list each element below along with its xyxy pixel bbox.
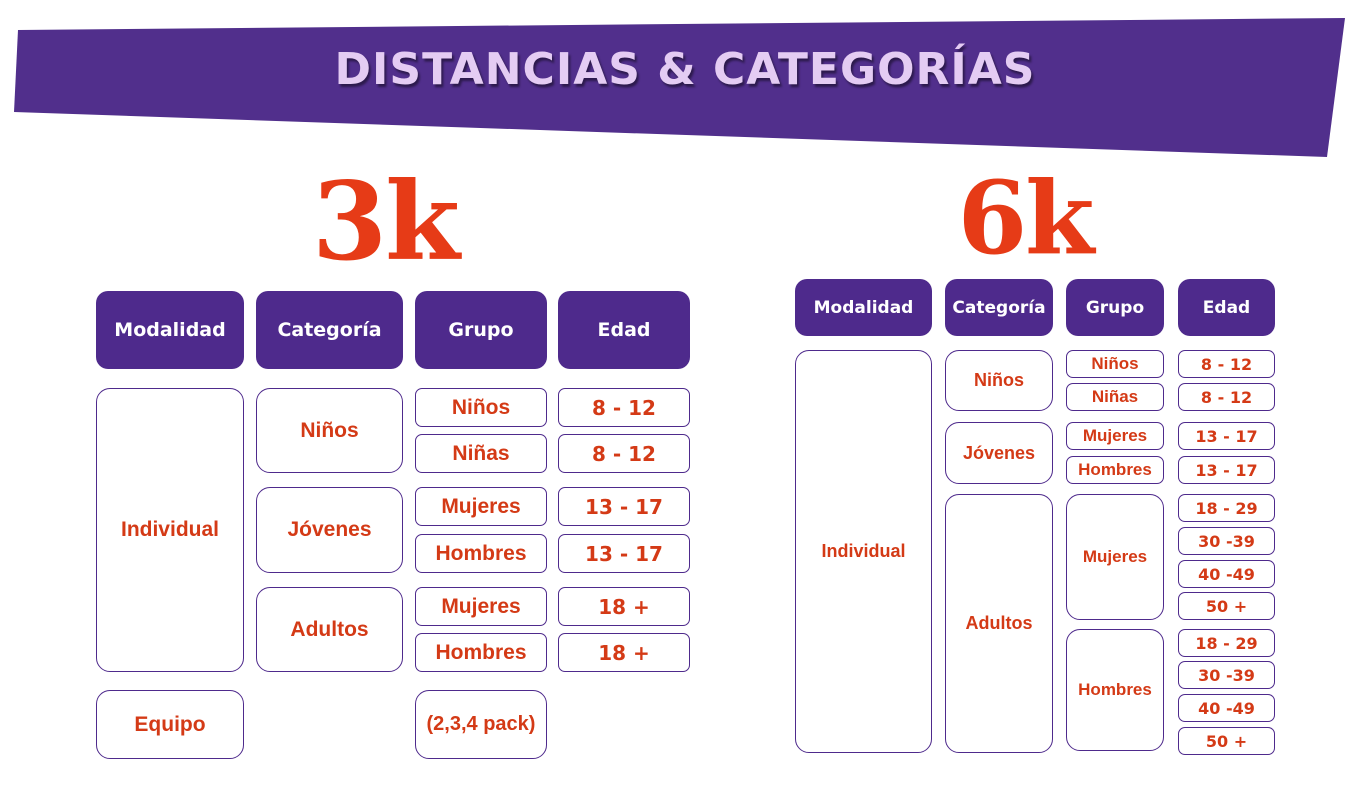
categoria-jovenes-6k: Jóvenes	[945, 422, 1053, 484]
edad-ninas-3k: 8 - 12	[558, 434, 690, 473]
grupo-hombres-jovenes-3k: Hombres	[415, 534, 547, 573]
edad-hombres-adultos-6k: 30 -39	[1178, 661, 1275, 689]
distance-title-6k: 6k	[957, 159, 1095, 277]
edad-hombres-adultos-3k: 18 +	[558, 633, 690, 672]
edad-mujeres-adultos-6k: 18 - 29	[1178, 494, 1275, 522]
edad-mujeres-jovenes-3k: 13 - 17	[558, 487, 690, 526]
grupo-mujeres-adultos-3k: Mujeres	[415, 587, 547, 626]
edad-ninas-6k: 8 - 12	[1178, 383, 1275, 411]
edad-ninos-6k: 8 - 12	[1178, 350, 1275, 378]
grupo-ninas-6k: Niñas	[1066, 383, 1164, 411]
distance-title-3k: 3k	[312, 159, 460, 285]
header-modalidad-3k: Modalidad	[96, 291, 244, 369]
edad-mujeres-adultos-6k: 30 -39	[1178, 527, 1275, 555]
edad-ninos-3k: 8 - 12	[558, 388, 690, 427]
edad-mujeres-adultos-6k: 50 +	[1178, 592, 1275, 620]
header-grupo-3k: Grupo	[415, 291, 547, 369]
grupo-ninos-3k: Niños	[415, 388, 547, 427]
modalidad-individual-3k: Individual	[96, 388, 244, 672]
page-title: DISTANCIAS & CATEGORÍAS	[334, 44, 1036, 95]
grupo-mujeres-jovenes-6k: Mujeres	[1066, 422, 1164, 450]
header-categoria-6k: Categoría	[945, 279, 1053, 336]
grupo-mujeres-adultos-6k: Mujeres	[1066, 494, 1164, 620]
grupo-hombres-adultos-6k: Hombres	[1066, 629, 1164, 751]
edad-mujeres-adultos-6k: 40 -49	[1178, 560, 1275, 588]
edad-hombres-adultos-6k: 40 -49	[1178, 694, 1275, 722]
header-edad-3k: Edad	[558, 291, 690, 369]
grupo-ninos-6k: Niños	[1066, 350, 1164, 378]
banner-shape	[14, 18, 1345, 157]
grupo-hombres-adultos-3k: Hombres	[415, 633, 547, 672]
grupo-ninas-3k: Niñas	[415, 434, 547, 473]
categoria-adultos-3k: Adultos	[256, 587, 403, 672]
categoria-ninos-6k: Niños	[945, 350, 1053, 411]
header-edad-6k: Edad	[1178, 279, 1275, 336]
header-modalidad-6k: Modalidad	[795, 279, 932, 336]
grupo-mujeres-jovenes-3k: Mujeres	[415, 487, 547, 526]
grupo-equipo-3k: (2,3,4 pack)	[415, 690, 547, 759]
categoria-adultos-6k: Adultos	[945, 494, 1053, 753]
modalidad-equipo-3k: Equipo	[96, 690, 244, 759]
header-categoria-3k: Categoría	[256, 291, 403, 369]
edad-hombres-jovenes-6k: 13 - 17	[1178, 456, 1275, 484]
categoria-jovenes-3k: Jóvenes	[256, 487, 403, 573]
modalidad-individual-6k: Individual	[795, 350, 932, 753]
edad-mujeres-jovenes-6k: 13 - 17	[1178, 422, 1275, 450]
grupo-hombres-jovenes-6k: Hombres	[1066, 456, 1164, 484]
edad-hombres-adultos-6k: 18 - 29	[1178, 629, 1275, 657]
edad-hombres-jovenes-3k: 13 - 17	[558, 534, 690, 573]
edad-mujeres-adultos-3k: 18 +	[558, 587, 690, 626]
edad-hombres-adultos-6k: 50 +	[1178, 727, 1275, 755]
title-banner: DISTANCIAS & CATEGORÍAS	[0, 0, 1370, 170]
header-grupo-6k: Grupo	[1066, 279, 1164, 336]
categoria-ninos-3k: Niños	[256, 388, 403, 473]
